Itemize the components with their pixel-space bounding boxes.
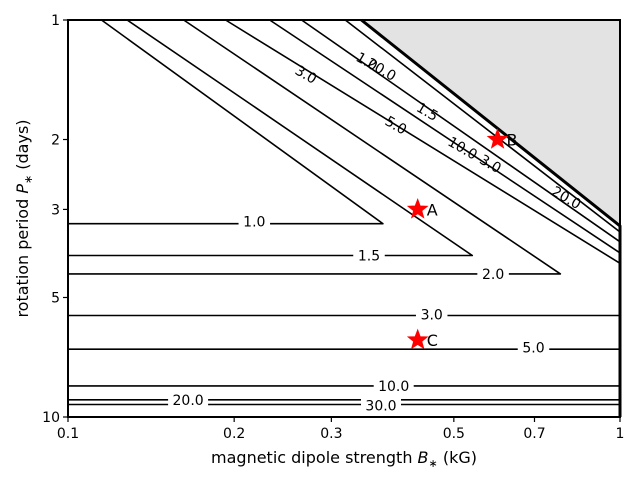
- y-tick-label: 10: [42, 410, 60, 426]
- contour-label-4: 5.0: [517, 339, 550, 356]
- contour-label-text: 10.0: [378, 379, 409, 395]
- y-tick-label: 3: [51, 202, 60, 218]
- point-b-marker: [486, 128, 509, 149]
- contour-label-5: 10.0: [373, 377, 414, 395]
- contour-label-text: 1.5: [358, 249, 380, 265]
- contour-label-2: 2.0: [477, 265, 509, 283]
- contour-label-bg: [168, 391, 209, 408]
- contour-label-text: 5.0: [382, 113, 409, 138]
- contour-label-15: 20.0: [364, 55, 399, 84]
- point-c-label: C: [427, 331, 438, 350]
- x-tick-label: 0.2: [223, 426, 245, 442]
- contour-label-bg: [238, 213, 271, 230]
- marked-points: A B C: [406, 128, 518, 350]
- contour-line-1: [68, 19, 474, 257]
- contour-label-text: 2.0: [482, 267, 504, 283]
- contour-label-text: 5.0: [522, 340, 544, 356]
- contour-label-text: 20.0: [173, 393, 204, 409]
- point-a-label: A: [427, 200, 438, 219]
- y-tick-label: 2: [51, 133, 60, 149]
- y-tick-label: 1: [51, 13, 60, 29]
- x-tick-label: 0.5: [443, 426, 465, 442]
- contour-label-3: 3.0: [415, 306, 448, 324]
- contour-label-text: 3.0: [292, 63, 319, 88]
- y-tick-label: 5: [51, 290, 60, 306]
- contour-label-1: 1.5: [353, 247, 385, 265]
- contour-label-text: 1.5: [413, 100, 440, 125]
- contour-label-text: 30.0: [365, 398, 396, 414]
- contour-label-bg: [361, 397, 401, 414]
- point-b-label: B: [507, 131, 518, 150]
- point-a-marker: [406, 197, 429, 219]
- point-c-marker: [406, 328, 429, 350]
- plot-frame: [67, 19, 621, 418]
- y-axis-ticks: 1 2 3 5 10: [42, 13, 68, 426]
- contour-line-2: [68, 19, 562, 275]
- contour-label-bg: [477, 265, 509, 282]
- contour-label-text: 3.0: [421, 308, 443, 324]
- contour-label-8: 3.0: [292, 63, 319, 88]
- x-tick-label: 1: [616, 426, 625, 442]
- contour-label-9: 5.0: [382, 113, 409, 138]
- x-tick-label: 0.3: [320, 426, 342, 442]
- contour-label-bg: [517, 339, 550, 356]
- contour-label-bg: [353, 247, 385, 264]
- x-axis-ticks: 0.1 0.2 0.3 0.5 0.7 1: [57, 417, 625, 442]
- contour-label-0: 1.0: [238, 213, 271, 231]
- x-tick-label: 0.7: [523, 426, 545, 442]
- x-tick-label: 0.1: [57, 426, 79, 442]
- contour-label-text: 20.0: [364, 55, 399, 84]
- contour-label-10: 1.5: [413, 100, 440, 125]
- y-axis-title: rotation period P∗ (days): [13, 119, 35, 317]
- contour-label-7: 30.0: [361, 397, 401, 414]
- contour-label-6: 20.0: [168, 391, 209, 409]
- contour-line-0: [68, 19, 384, 225]
- x-axis-title: magnetic dipole strength B∗ (kG): [211, 448, 477, 470]
- contour-label-text: 1.0: [243, 215, 265, 231]
- contour-label-bg: [373, 377, 414, 394]
- contour-label-bg: [415, 306, 448, 323]
